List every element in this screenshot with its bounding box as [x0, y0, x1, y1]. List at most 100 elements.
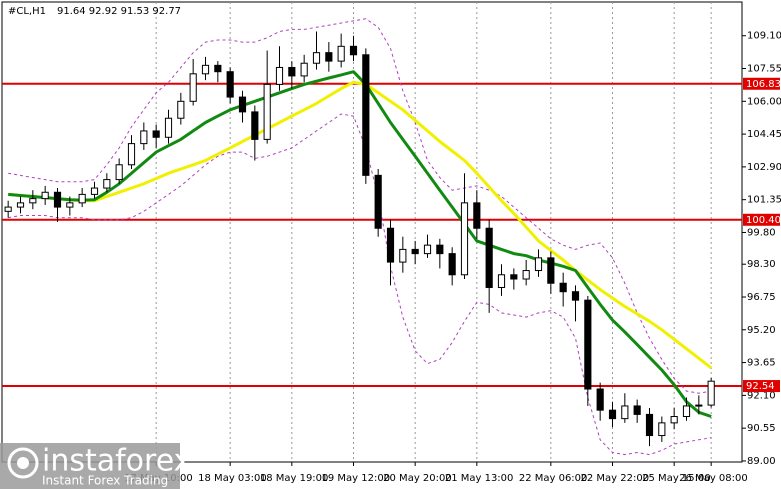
- candle-body: [90, 187, 99, 195]
- candle-body: [510, 274, 518, 280]
- candle-body: [399, 248, 407, 263]
- candle-body: [251, 111, 259, 140]
- candle-body: [177, 100, 185, 119]
- x-tick-label: 18 May 03:00: [198, 473, 267, 484]
- y-tick-label: 93.65: [747, 358, 776, 369]
- x-tick-label: 19 May 12:00: [322, 473, 391, 484]
- indicator-line: [8, 18, 712, 394]
- y-tick-label: 101.35: [747, 195, 781, 206]
- candle-body: [288, 66, 296, 77]
- y-tick-label: 90.55: [747, 423, 776, 434]
- level-label-box: [743, 380, 780, 393]
- candle-body: [29, 198, 37, 204]
- y-tick-label: 104.45: [747, 129, 781, 140]
- y-tick-label: 92.10: [747, 390, 776, 401]
- y-tick-label: 102.90: [747, 162, 781, 173]
- candle-body: [127, 143, 136, 166]
- candle-body: [386, 227, 395, 263]
- candle-body: [608, 409, 617, 420]
- indicator-line: [8, 80, 713, 370]
- candle-layer: [4, 31, 715, 447]
- candle-body: [547, 257, 555, 284]
- candle-body: [658, 422, 666, 437]
- candle-body: [362, 54, 370, 176]
- candle-body: [682, 405, 691, 418]
- candle-body: [584, 299, 592, 390]
- y-tick-label: 96.75: [747, 292, 776, 303]
- candle-body: [226, 71, 234, 98]
- candle-body: [41, 191, 49, 200]
- y-tick-label: 109.10: [747, 31, 781, 42]
- candle-body: [238, 96, 247, 113]
- candle-body: [4, 206, 12, 212]
- ohlc-text: 91.64 92.92 91.53 92.77: [57, 6, 181, 17]
- level-label-box: [743, 213, 780, 226]
- x-tick-label: 26 May 08:00: [679, 473, 748, 484]
- y-tick-label: 107.55: [747, 64, 781, 75]
- watermark-logo-dot: [17, 457, 29, 469]
- candle-body: [16, 202, 25, 208]
- watermark-logo: [7, 447, 39, 479]
- level-label: 92.54: [746, 381, 775, 392]
- watermark-brand: instaforex: [42, 444, 191, 479]
- candle-body: [78, 193, 86, 204]
- y-tick-label: 99.80: [747, 227, 776, 238]
- candle-body: [596, 388, 604, 411]
- y-tick-label: 89.00: [747, 456, 776, 467]
- candle-body: [300, 62, 308, 77]
- candle-body: [645, 413, 654, 437]
- candle-body: [497, 274, 506, 288]
- level-label: 100.40: [746, 215, 781, 226]
- candle-body: [460, 202, 469, 276]
- candle-body: [522, 270, 530, 280]
- candle-body: [534, 257, 543, 272]
- candle-body: [201, 64, 210, 75]
- candle-body: [275, 66, 284, 85]
- candle-body: [189, 73, 197, 102]
- candle-body: [312, 52, 321, 64]
- candle-body: [103, 179, 111, 189]
- watermark: instaforex Instant Forex Trading: [0, 443, 191, 489]
- y-tick-label: 106.00: [747, 96, 781, 107]
- level-label-box: [743, 77, 780, 90]
- symbol: #CL,H1: [8, 6, 46, 17]
- candle-body: [670, 416, 678, 424]
- candle-body: [695, 404, 703, 407]
- candle-body: [164, 117, 173, 138]
- indicator-line: [8, 70, 712, 418]
- candle-body: [263, 83, 271, 140]
- candle-body: [621, 405, 629, 420]
- candle-body: [707, 380, 715, 406]
- watermark-tagline: Instant Forex Trading: [42, 474, 168, 488]
- x-tick-label: 25 May 15:00: [642, 473, 711, 484]
- y-tick-label: 95.20: [747, 325, 776, 336]
- overlay-layer: [2, 18, 742, 456]
- candle-body: [436, 244, 444, 255]
- x-tick-label: 21 May 13:00: [445, 473, 514, 484]
- x-tick-label: 22 May 06:00: [519, 473, 588, 484]
- candle-body: [473, 202, 481, 229]
- candle-body: [325, 52, 333, 62]
- candle-body: [214, 64, 222, 73]
- y-tick-label: 98.30: [747, 259, 776, 270]
- candle-body: [374, 174, 382, 229]
- candle-body: [337, 45, 345, 62]
- candle-body: [140, 130, 148, 145]
- candle-body: [423, 244, 432, 255]
- candle-body: [115, 164, 123, 181]
- x-tick-label: 20 May 20:00: [383, 473, 452, 484]
- plot-frame: [1, 1, 743, 463]
- candle-body: [349, 45, 358, 56]
- candle-body: [152, 130, 160, 138]
- indicator-line: [8, 113, 712, 456]
- candle-body: [66, 202, 74, 208]
- candle-body: [485, 227, 493, 288]
- candle-body: [53, 191, 62, 208]
- candle-body: [633, 405, 641, 415]
- x-tick-label: 18 May 19:00: [260, 473, 329, 484]
- candle-body: [411, 248, 419, 255]
- candle-body: [559, 282, 567, 293]
- candle-body: [571, 291, 580, 301]
